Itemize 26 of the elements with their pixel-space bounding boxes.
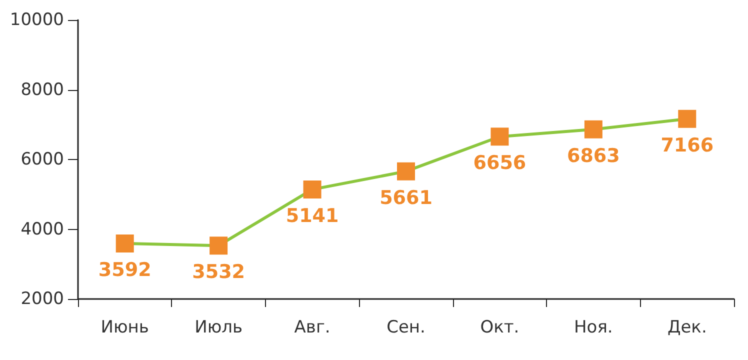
point xyxy=(678,110,696,128)
x-tick-label: Июль xyxy=(194,318,243,338)
point xyxy=(210,236,228,255)
data-label: 5661 xyxy=(380,186,432,209)
x-tick-label: Окт. xyxy=(480,318,520,338)
x-tick-label: Июнь xyxy=(100,318,149,338)
data-label: 6656 xyxy=(473,152,526,174)
point xyxy=(303,180,322,198)
data-label: 7166 xyxy=(660,134,714,156)
data-label: 5141 xyxy=(286,204,339,227)
point xyxy=(116,234,134,252)
y-tick-label: 8000 xyxy=(20,80,64,100)
x-tick-label: Сен. xyxy=(386,318,426,338)
point xyxy=(490,128,509,146)
x-tick-label: Дек. xyxy=(667,318,707,338)
data-label: 3532 xyxy=(192,261,246,284)
x-tick-label: Авг. xyxy=(294,318,330,338)
point xyxy=(397,162,415,180)
y-tick-label: 4000 xyxy=(20,219,64,240)
data-label: 6863 xyxy=(566,144,620,167)
y-tick-label: 6000 xyxy=(20,150,64,170)
point xyxy=(584,120,602,138)
y-tick-label: 10000 xyxy=(10,10,64,30)
data-label: 3592 xyxy=(98,258,152,281)
y-tick-label: 2000 xyxy=(20,289,64,309)
x-tick-label: Ноя. xyxy=(574,318,613,338)
